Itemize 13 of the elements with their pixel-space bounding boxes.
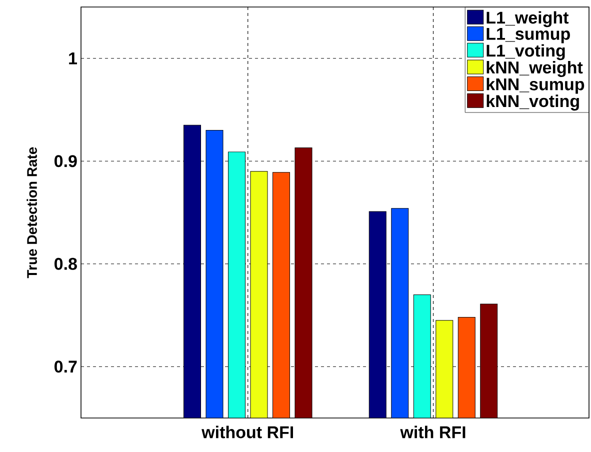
y-tick-label: 0.9 xyxy=(54,155,77,168)
legend-label: kNN_voting xyxy=(486,94,579,111)
y-axis-title: True Detection Rate xyxy=(26,147,37,278)
x-tick-label: with RFI xyxy=(400,426,466,438)
legend-label: L1_weight xyxy=(486,11,569,28)
y-tick-label: 0.7 xyxy=(54,360,77,373)
x-tick-label: without RFI xyxy=(202,426,293,438)
y-tick-label: 0.8 xyxy=(54,258,77,270)
legend-label: kNN_weight xyxy=(486,61,583,77)
legend-label: L1_voting xyxy=(486,44,565,60)
legend-label: L1_sumup xyxy=(486,28,570,44)
y-tick-label: 1 xyxy=(69,52,77,64)
legend-label: kNN_sumup xyxy=(486,78,584,94)
